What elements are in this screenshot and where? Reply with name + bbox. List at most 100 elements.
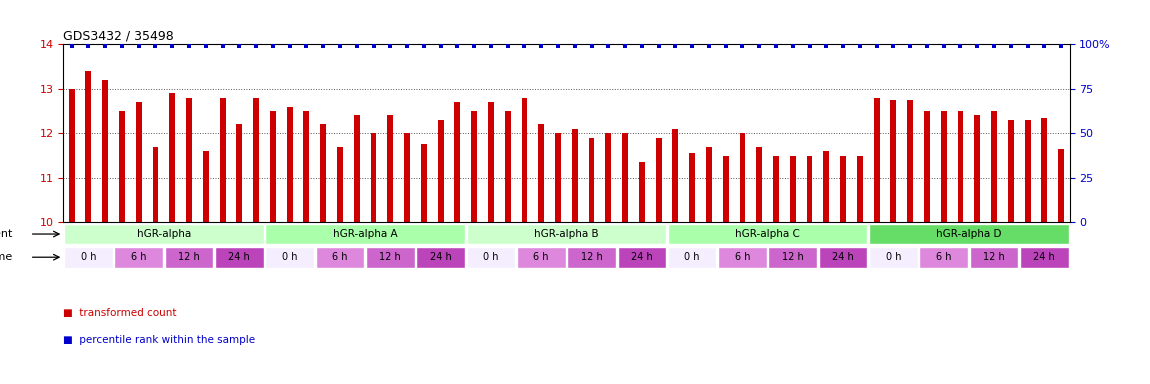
Point (616, 43, 635, 49)
Point (783, 43, 802, 49)
Bar (270, 111, 276, 222)
Bar (673, 129, 678, 222)
Bar (874, 98, 880, 222)
Bar (118, 111, 125, 222)
Bar (253, 98, 259, 222)
Point (566, 43, 584, 49)
Text: hGR-alpha: hGR-alpha (137, 229, 191, 239)
Point (666, 43, 684, 49)
Bar (136, 102, 141, 222)
Bar (266, 223, 465, 245)
Point (1002, 43, 1020, 49)
Bar (589, 138, 595, 222)
Point (431, 43, 450, 49)
Bar (237, 124, 243, 222)
Point (281, 43, 299, 49)
Bar (1058, 149, 1064, 222)
Point (935, 43, 953, 49)
Bar (220, 98, 225, 222)
Bar (153, 147, 159, 222)
Bar (1025, 120, 1030, 222)
Bar (768, 247, 818, 268)
Text: 24 h: 24 h (833, 252, 854, 262)
Text: 0 h: 0 h (684, 252, 700, 262)
Bar (1042, 118, 1048, 222)
Point (113, 43, 131, 49)
Text: 0 h: 0 h (282, 252, 298, 262)
Bar (85, 71, 91, 222)
Bar (320, 124, 327, 222)
Point (951, 43, 969, 49)
Point (415, 43, 434, 49)
Bar (286, 107, 292, 222)
Text: hGR-alpha D: hGR-alpha D (936, 229, 1002, 239)
Bar (668, 247, 716, 268)
Bar (337, 147, 343, 222)
Point (146, 43, 164, 49)
Point (599, 43, 618, 49)
Bar (467, 247, 515, 268)
Point (968, 43, 987, 49)
Point (179, 43, 198, 49)
Text: 6 h: 6 h (131, 252, 146, 262)
Point (716, 43, 735, 49)
Point (62, 43, 81, 49)
Point (482, 43, 500, 49)
Bar (857, 156, 862, 222)
Point (365, 43, 383, 49)
Point (498, 43, 516, 49)
Point (314, 43, 332, 49)
Bar (869, 247, 918, 268)
Text: agent: agent (0, 229, 13, 239)
Bar (64, 247, 113, 268)
Text: hGR-alpha C: hGR-alpha C (735, 229, 800, 239)
Text: 24 h: 24 h (430, 252, 452, 262)
Text: 6 h: 6 h (332, 252, 347, 262)
Bar (706, 147, 712, 222)
Bar (370, 133, 376, 222)
Bar (421, 144, 427, 222)
Bar (1020, 247, 1068, 268)
Bar (639, 162, 645, 222)
Bar (521, 98, 528, 222)
Point (398, 43, 416, 49)
Text: 6 h: 6 h (735, 252, 750, 262)
Bar (823, 151, 829, 222)
Bar (739, 133, 745, 222)
Point (1019, 43, 1037, 49)
Point (1035, 43, 1053, 49)
Point (818, 43, 836, 49)
Bar (919, 247, 968, 268)
Bar (416, 247, 465, 268)
Bar (114, 247, 163, 268)
Point (247, 43, 266, 49)
Point (984, 43, 1003, 49)
Bar (819, 247, 867, 268)
Text: 24 h: 24 h (631, 252, 653, 262)
Point (381, 43, 399, 49)
Text: 0 h: 0 h (886, 252, 902, 262)
Point (650, 43, 668, 49)
Point (1052, 43, 1071, 49)
Text: 12 h: 12 h (380, 252, 401, 262)
Text: time: time (0, 252, 13, 262)
Bar (618, 247, 666, 268)
Point (214, 43, 232, 49)
Point (532, 43, 551, 49)
Bar (974, 116, 980, 222)
Bar (757, 147, 762, 222)
Point (632, 43, 651, 49)
Text: ■  transformed count: ■ transformed count (63, 308, 177, 318)
Text: ■  percentile rank within the sample: ■ percentile rank within the sample (63, 335, 255, 345)
Point (331, 43, 350, 49)
Point (767, 43, 785, 49)
Text: 12 h: 12 h (983, 252, 1005, 262)
Point (851, 43, 869, 49)
Text: hGR-alpha A: hGR-alpha A (332, 229, 398, 239)
Point (734, 43, 752, 49)
Bar (354, 116, 360, 222)
Bar (505, 111, 511, 222)
Text: 6 h: 6 h (936, 252, 951, 262)
Bar (69, 89, 75, 222)
Point (263, 43, 282, 49)
